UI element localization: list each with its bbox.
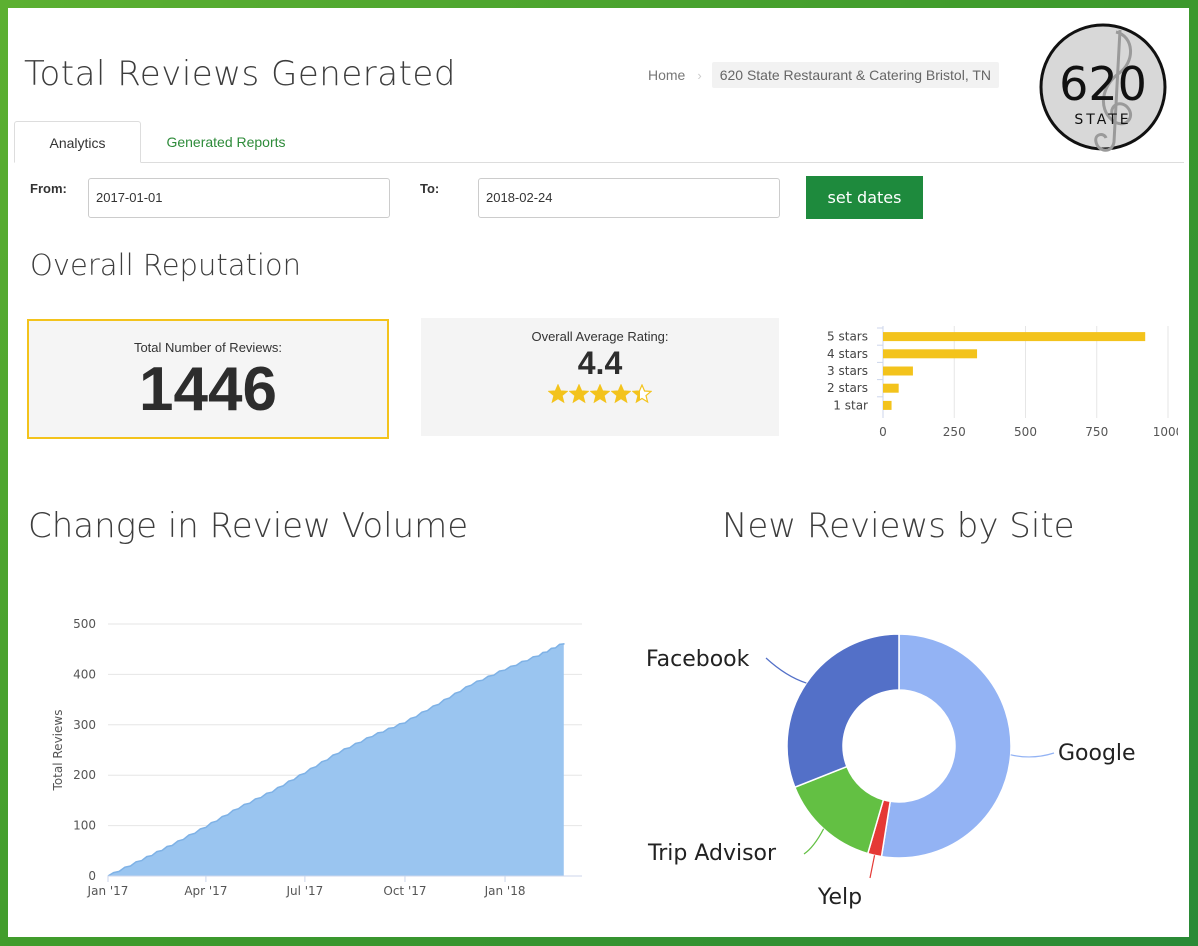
x-tick-label: Jul '17: [285, 884, 323, 898]
rating-bar: [883, 383, 899, 393]
restaurant-logo: 620 STATE: [1039, 23, 1167, 152]
star-rating: [421, 384, 779, 404]
area-line: [107, 643, 565, 877]
y-tick-label: 2 stars: [827, 381, 868, 395]
slice-label: Trip Advisor: [647, 841, 777, 866]
average-rating-card: Overall Average Rating: 4.4: [421, 318, 779, 436]
x-tick-label: Jan '18: [484, 884, 526, 898]
x-tick-label: 0: [879, 425, 887, 439]
rating-bar: [883, 349, 978, 359]
y-tick-label: 3 stars: [827, 364, 868, 378]
from-label: From:: [30, 181, 67, 196]
rating-bar: [883, 366, 913, 376]
slice-label: Facebook: [646, 647, 750, 672]
x-tick-label: Jan '17: [87, 884, 129, 898]
to-date-input[interactable]: 2018-02-24: [478, 178, 780, 218]
to-label: To:: [420, 181, 440, 196]
rating-bar: [883, 332, 1146, 342]
breadcrumb: Home › 620 State Restaurant & Catering B…: [648, 62, 1000, 88]
slice-label: Google: [1058, 741, 1136, 766]
breadcrumb-home-link[interactable]: Home: [648, 67, 686, 83]
rating-distribution-chart: 0 250 500 750 1000 5 stars 4 stars 3 stars 2 sta…: [827, 326, 1178, 439]
y-tick-label: 400: [73, 667, 96, 681]
tab-analytics[interactable]: Analytics: [14, 121, 141, 163]
total-reviews-card: Total Number of Reviews: 1446: [27, 319, 389, 439]
star-icon: [590, 384, 610, 404]
logo-word: STATE: [1074, 112, 1131, 128]
y-tick-label: 1 star: [833, 398, 868, 412]
area-fill: [108, 643, 564, 876]
y-axis-label: Total Reviews: [51, 710, 65, 792]
y-tick-label: 500: [73, 617, 96, 631]
connector-line: [765, 657, 807, 684]
y-tick-label: 5 stars: [827, 330, 868, 344]
review-volume-heading: Change in Review Volume: [28, 506, 469, 546]
overall-reputation-heading: Overall Reputation: [30, 248, 302, 282]
connector-line: [869, 855, 876, 879]
y-tick-label: 100: [73, 819, 96, 833]
page-title: Total Reviews Generated: [24, 54, 456, 94]
star-icon: [632, 384, 652, 404]
y-tick-label: 4 stars: [827, 347, 868, 361]
x-tick-label: Oct '17: [383, 884, 426, 898]
tab-generated-reports[interactable]: Generated Reports: [166, 134, 286, 150]
tab-bar: Analytics Generated Reports: [14, 121, 1184, 163]
set-dates-button[interactable]: set dates: [806, 176, 923, 219]
x-tick-label: 1000: [1153, 425, 1178, 439]
from-date-input[interactable]: 2017-01-01: [88, 178, 390, 218]
total-reviews-value: 1446: [139, 355, 277, 424]
reviews-by-site-chart: Google Yelp Trip Advisor Facebook: [646, 633, 1136, 910]
star-icon: [548, 384, 568, 404]
x-tick-label: 250: [943, 425, 966, 439]
breadcrumb-current: 620 State Restaurant & Catering Bristol,…: [711, 62, 1000, 88]
y-tick-label: 200: [73, 768, 96, 782]
total-reviews-caption: Total Number of Reviews:: [133, 340, 283, 355]
connector-line: [1010, 752, 1055, 758]
star-icon: [569, 384, 589, 404]
x-tick-label: 500: [1014, 425, 1037, 439]
connector-line: [803, 828, 825, 855]
average-rating-value: 4.4: [577, 345, 623, 381]
rating-bar: [883, 400, 892, 410]
y-tick-label: 300: [73, 718, 96, 732]
star-icon: [611, 384, 631, 404]
reviews-by-site-heading: New Reviews by Site: [722, 506, 1075, 546]
average-rating-caption: Overall Average Rating:: [531, 329, 669, 344]
chevron-right-icon: ›: [697, 67, 702, 83]
logo-number: 620: [1059, 57, 1147, 111]
page-frame: Total Reviews Generated Home › 620 State…: [8, 8, 1189, 937]
x-tick-label: 750: [1085, 425, 1108, 439]
donut-slice-facebook: [786, 633, 900, 789]
y-tick-label: 0: [88, 869, 96, 883]
donut-slice-google: [880, 633, 1012, 859]
x-tick-label: Apr '17: [184, 884, 227, 898]
review-volume-chart: 0 100 200 300 400 500 Total Reviews Jan '17 Apr …: [51, 617, 582, 898]
slice-label: Yelp: [817, 885, 862, 910]
